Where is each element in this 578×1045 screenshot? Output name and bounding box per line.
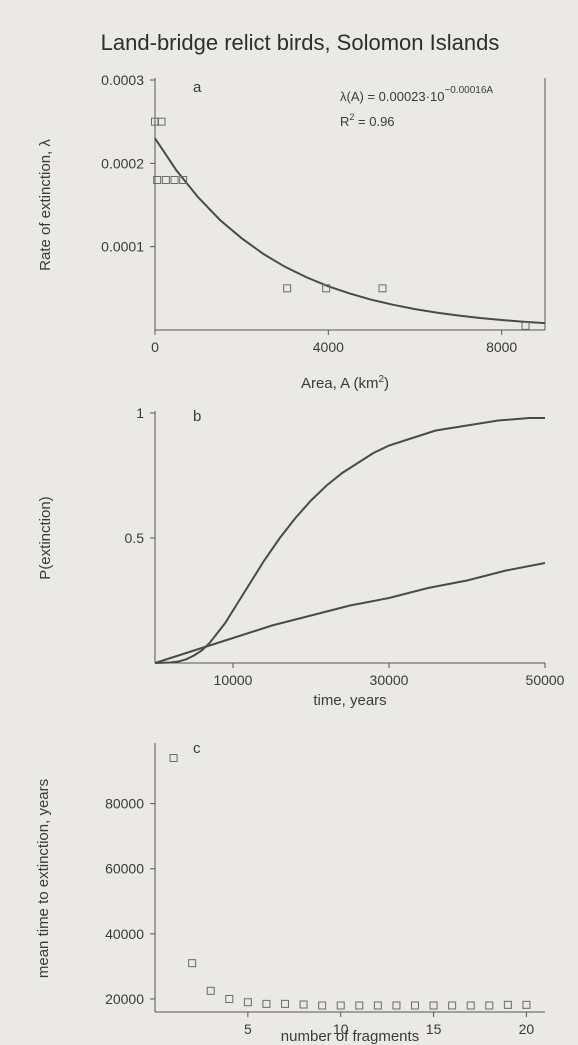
x-tick-label: 10 (333, 1021, 349, 1037)
x-tick-label: 20 (519, 1021, 535, 1037)
r2-sup: 2 (349, 112, 354, 122)
data-point (206, 986, 215, 995)
x-tick-label: 30000 (370, 672, 409, 688)
x-tick-label: 50000 (526, 672, 565, 688)
data-point (522, 1000, 531, 1009)
y-axis-label: Rate of extinction, λ (37, 139, 54, 271)
data-point (243, 998, 252, 1007)
data-point (378, 284, 387, 293)
y-tick-label: 60000 (105, 861, 144, 877)
sigmoid-curve (154, 417, 545, 664)
panel-letter: c (193, 740, 201, 757)
x-axis-label: number of fragments (281, 1028, 419, 1045)
equation-lhs: λ(A) = 0.00023·10 (340, 89, 444, 104)
data-point (299, 1000, 308, 1009)
x-axis-label: Area, A (km2) (301, 374, 389, 392)
y-axis-label: P(extinction) (37, 496, 54, 579)
x-tick-label: 4000 (313, 339, 344, 355)
data-point (355, 1001, 364, 1010)
data-point (262, 999, 271, 1008)
data-point (170, 176, 179, 184)
x-tick-label: 5 (244, 1021, 252, 1037)
data-point (448, 1001, 457, 1010)
data-point (466, 1001, 475, 1010)
data-point (225, 994, 234, 1003)
data-point (373, 1001, 382, 1010)
data-point (188, 959, 197, 968)
x-axis-label-text: Area, A (km (301, 375, 379, 392)
y-tick-label: 0.0003 (101, 72, 144, 88)
x-tick-label: 0 (151, 339, 159, 355)
y-tick-label: 0.0002 (101, 155, 144, 171)
y-tick-label: 0.0001 (101, 239, 144, 255)
figure-title: Land-bridge relict birds, Solomon Island… (101, 30, 500, 55)
x-axis-label-tail: ) (384, 375, 389, 392)
x-axis-label: time, years (313, 692, 386, 709)
data-point (179, 176, 188, 184)
panel-letter: b (193, 408, 201, 425)
fit-curve (154, 137, 546, 325)
r2-base: R (340, 114, 349, 129)
data-point (153, 176, 162, 184)
linear-curve (154, 562, 546, 664)
data-point (318, 1001, 327, 1010)
data-point (392, 1001, 401, 1010)
equation-exponent: −0.00016A (444, 85, 493, 96)
equation-r2: R2 = 0.96 (340, 112, 395, 129)
x-axis-label-sup: 2 (378, 374, 384, 385)
y-tick-label: 40000 (105, 926, 144, 942)
y-tick-label: 80000 (105, 796, 144, 812)
data-point (283, 284, 292, 293)
data-point (411, 1001, 419, 1010)
data-point (429, 1001, 438, 1010)
data-point (169, 754, 178, 763)
y-tick-label: 0.5 (125, 530, 145, 546)
data-point (322, 284, 331, 293)
panel-b: 10000 30000 50000 0.5 1 b time, years P(extinct… (37, 405, 565, 709)
data-point (157, 117, 166, 126)
panel-letter: a (193, 79, 202, 96)
data-point (161, 176, 170, 184)
x-tick-label: 8000 (486, 339, 517, 355)
equation-line-1: λ(A) = 0.00023·10−0.00016A (340, 85, 493, 104)
data-point (521, 321, 530, 330)
y-tick-label: 1 (136, 405, 144, 421)
y-axis-label: mean time to extinction, years (35, 779, 52, 978)
data-point (485, 1001, 494, 1010)
r2-value: = 0.96 (354, 114, 394, 129)
data-point (503, 1000, 512, 1009)
panel-a: 0 4000 8000 0.0001 0.0002 0.0003 a λ(A) = 0.000… (37, 72, 546, 392)
panel-c: 5 10 15 20 20000 40000 60000 80000 c number of fr… (35, 740, 545, 1045)
x-tick-label: 15 (426, 1021, 442, 1037)
data-point (281, 999, 289, 1008)
data-point (336, 1001, 345, 1010)
y-tick-label: 20000 (105, 991, 144, 1007)
x-tick-label: 10000 (214, 672, 253, 688)
